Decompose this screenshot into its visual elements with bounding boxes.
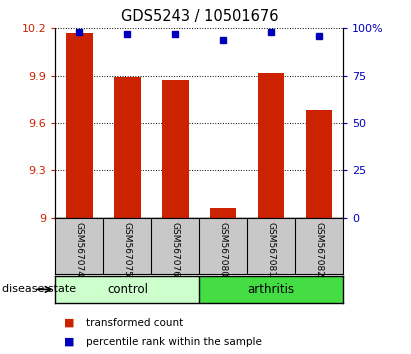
Text: arthritis: arthritis — [248, 283, 295, 296]
Title: GDS5243 / 10501676: GDS5243 / 10501676 — [120, 9, 278, 24]
Bar — [306, 110, 332, 218]
Bar — [114, 77, 141, 218]
Text: transformed count: transformed count — [86, 318, 184, 328]
Text: ■: ■ — [64, 318, 74, 328]
Text: GSM567080: GSM567080 — [219, 222, 228, 277]
Text: disease state: disease state — [2, 284, 76, 295]
Text: ■: ■ — [64, 337, 74, 347]
Bar — [210, 208, 236, 218]
Bar — [258, 73, 284, 218]
Text: GSM567081: GSM567081 — [267, 222, 276, 277]
Bar — [66, 33, 92, 218]
Bar — [199, 276, 343, 303]
Bar — [162, 80, 189, 218]
Bar — [55, 276, 199, 303]
Text: percentile rank within the sample: percentile rank within the sample — [86, 337, 262, 347]
Text: GSM567076: GSM567076 — [171, 222, 180, 277]
Text: GSM567082: GSM567082 — [315, 222, 324, 277]
Text: control: control — [107, 283, 148, 296]
Text: GSM567074: GSM567074 — [75, 222, 84, 277]
Text: GSM567075: GSM567075 — [123, 222, 132, 277]
